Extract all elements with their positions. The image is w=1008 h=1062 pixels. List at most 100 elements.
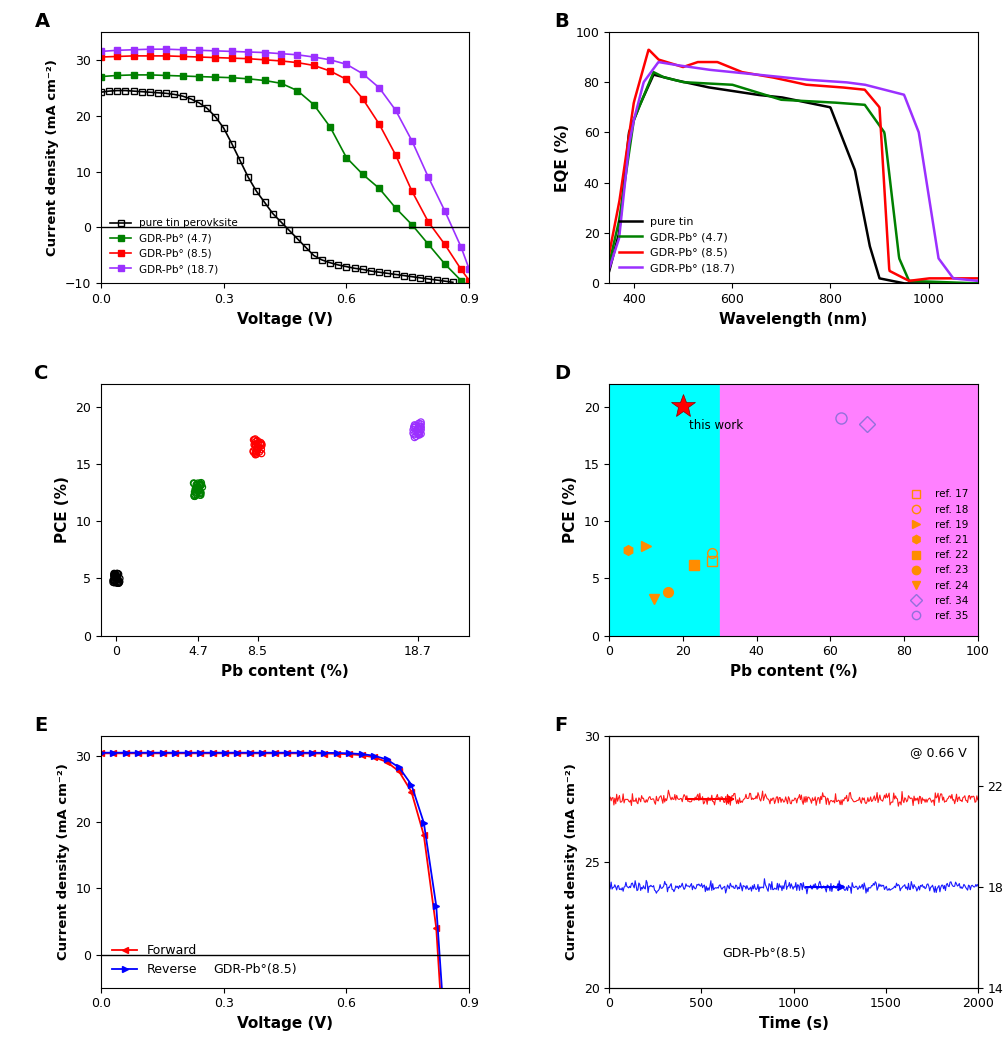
Point — [412, 423, 428, 440]
Point — [253, 441, 269, 458]
Point — [249, 443, 265, 460]
Reverse — [331, 747, 343, 759]
Point — [411, 426, 427, 443]
Y-axis label: Current density (mA cm⁻²): Current density (mA cm⁻²) — [56, 764, 70, 960]
Text: C: C — [34, 364, 48, 383]
Forward — [430, 922, 443, 935]
Point — [190, 475, 206, 492]
Point — [188, 477, 205, 494]
Point — [249, 432, 265, 449]
Point — [194, 475, 210, 492]
Forward — [219, 747, 231, 759]
Point — [413, 425, 429, 442]
Point — [247, 430, 263, 447]
Point — [107, 571, 123, 588]
Point — [186, 483, 203, 500]
Point — [109, 565, 125, 582]
Point — [193, 477, 209, 494]
Text: F: F — [554, 716, 568, 735]
Point — [413, 422, 429, 439]
X-axis label: Voltage (V): Voltage (V) — [237, 1016, 333, 1031]
Point — [247, 446, 263, 463]
Text: D: D — [554, 364, 571, 383]
Point — [106, 571, 122, 588]
Point — [410, 419, 426, 436]
Reverse — [306, 747, 319, 759]
Point — [107, 566, 123, 583]
Legend: Forward, Reverse: Forward, Reverse — [107, 939, 203, 981]
Point — [106, 565, 122, 582]
Point — [192, 480, 208, 497]
Forward — [393, 765, 405, 777]
Forward — [107, 747, 119, 759]
Point — [248, 436, 264, 453]
Reverse — [219, 747, 231, 759]
Text: A: A — [34, 12, 49, 31]
Forward — [232, 747, 244, 759]
Forward — [417, 828, 429, 841]
Point — [254, 436, 270, 453]
Point — [186, 487, 203, 504]
Point — [185, 475, 202, 492]
Forward — [319, 748, 331, 760]
Y-axis label: EQE (%): EQE (%) — [555, 123, 571, 191]
Forward — [132, 747, 144, 759]
Point — [111, 573, 127, 590]
Text: GDR-Pb°(8.5): GDR-Pb°(8.5) — [723, 947, 805, 960]
Reverse — [107, 747, 119, 759]
Point — [248, 433, 264, 450]
Point — [112, 570, 128, 587]
Point — [194, 476, 210, 493]
Forward — [306, 747, 319, 759]
Bar — [609, 384, 720, 635]
Point — [186, 475, 203, 492]
Point — [191, 482, 207, 499]
Point — [111, 575, 127, 592]
Point — [188, 480, 205, 497]
Reverse — [393, 761, 405, 774]
Point — [108, 569, 124, 586]
Point — [193, 484, 209, 501]
Point — [246, 444, 262, 461]
Point — [193, 484, 209, 501]
Point — [109, 568, 125, 585]
Point — [108, 569, 124, 586]
Point — [192, 476, 208, 493]
Point — [186, 487, 203, 504]
Forward — [368, 751, 380, 764]
Point — [252, 435, 268, 452]
Point — [188, 481, 205, 498]
Reverse — [120, 747, 132, 759]
Point — [105, 573, 121, 590]
Point — [411, 417, 427, 434]
Point — [195, 479, 211, 496]
Point — [250, 441, 266, 458]
Point — [406, 418, 422, 435]
Point — [187, 481, 204, 498]
Point — [250, 439, 266, 456]
Point — [109, 575, 125, 592]
Point — [408, 424, 424, 441]
Point — [247, 436, 263, 453]
Forward — [256, 747, 268, 759]
Reverse — [293, 747, 305, 759]
Forward — [144, 747, 156, 759]
Point — [109, 573, 125, 590]
Reverse — [244, 747, 256, 759]
Point — [111, 566, 127, 583]
Point — [413, 414, 429, 431]
Point — [106, 575, 122, 592]
X-axis label: Pb content (%): Pb content (%) — [730, 664, 858, 679]
Reverse — [181, 747, 194, 759]
Text: @ 0.66 V: @ 0.66 V — [910, 747, 967, 759]
Point — [247, 445, 263, 462]
Point — [406, 429, 422, 446]
X-axis label: Wavelength (nm): Wavelength (nm) — [720, 311, 868, 327]
Reverse — [405, 778, 417, 791]
Point — [107, 573, 123, 590]
Point — [246, 431, 262, 448]
Point — [192, 482, 208, 499]
Point — [246, 436, 262, 453]
Point — [410, 418, 426, 435]
Reverse — [207, 747, 219, 759]
